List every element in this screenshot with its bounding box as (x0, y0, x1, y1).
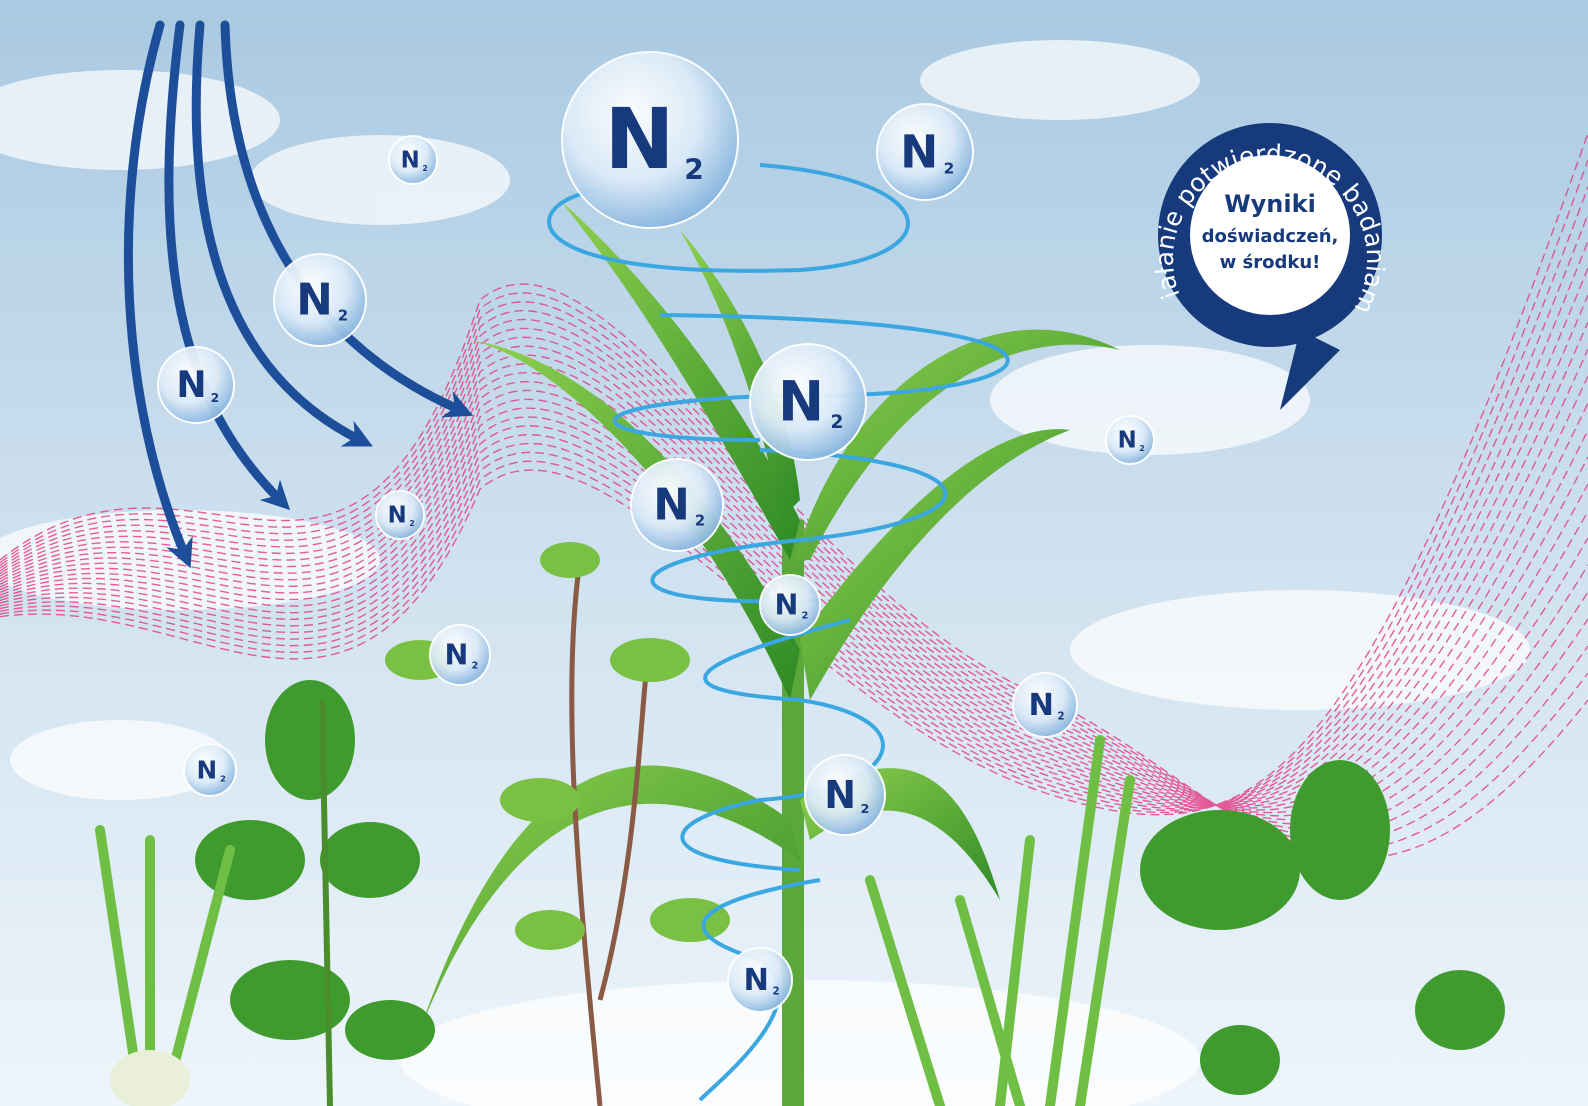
molecule-bubble (157, 346, 235, 424)
molecule-bubble (429, 624, 491, 686)
wave-line (0, 301, 1588, 843)
molecule-symbol: N (388, 503, 407, 529)
molecule-bubble (804, 754, 886, 836)
wave-line (0, 132, 1588, 816)
molecule-symbol: N (401, 148, 420, 174)
molecule-bubble (749, 343, 867, 461)
molecule-index: 2 (409, 519, 414, 528)
molecule-index: 2 (802, 611, 809, 622)
arrows (123, 20, 474, 569)
molecule-bubble (727, 947, 793, 1013)
wave-line (0, 348, 1588, 806)
molecule-index: 2 (684, 154, 704, 187)
molecule-symbol: N (1028, 688, 1053, 723)
molecule-symbol: N (900, 125, 938, 178)
molecule-index: 2 (338, 308, 348, 325)
molecules: N 2 N 2N 2N 2N 2 N 2N 2N 2N 2N 2N 2N 2N 2 N 2N 2 (157, 51, 1155, 1013)
molecule-symbol: N (1118, 428, 1137, 454)
molecule-bubble (561, 51, 739, 229)
badge-line: w środku! (1220, 252, 1321, 273)
molecule-symbol: N (604, 90, 674, 188)
wave-line (0, 294, 1588, 807)
molecule-symbol: N (444, 639, 468, 672)
molecule-index: 2 (472, 661, 479, 672)
molecule-bubble (183, 743, 237, 797)
badge-tail (1280, 330, 1340, 410)
molecule-bubble (759, 574, 821, 636)
molecule-symbol: N (774, 589, 798, 622)
molecule-index: 2 (695, 513, 705, 530)
molecule-index: 2 (831, 412, 844, 433)
molecule-bubble (1105, 415, 1155, 465)
molecule-bubble (876, 103, 974, 201)
molecule-symbol: N (743, 963, 768, 998)
molecule-bubble (388, 135, 438, 185)
plants (95, 200, 1505, 1106)
badge-center (1190, 155, 1350, 315)
molecule-index: 2 (220, 774, 226, 784)
molecule-index: 2 (944, 160, 955, 178)
molecule-symbol: N (197, 755, 218, 784)
molecule-index: 2 (861, 802, 870, 817)
molecule-symbol: N (296, 275, 333, 326)
molecule-index: 2 (1057, 710, 1064, 722)
wave-line (0, 159, 1588, 814)
wave-line (0, 381, 1588, 808)
wave-line (0, 336, 1588, 821)
molecule-symbol: N (653, 480, 690, 531)
molecule-bubble (1012, 672, 1078, 738)
molecule-symbol: N (176, 364, 206, 406)
molecule-index: 2 (422, 164, 427, 173)
wave-line (0, 319, 1588, 830)
molecule-bubble (630, 458, 724, 552)
molecule-symbol: N (778, 370, 824, 434)
nitrogen-spiral (547, 163, 1010, 1102)
badge-line: doświadczeń, (1202, 226, 1339, 247)
wave-line (0, 267, 1588, 807)
molecule-index: 2 (1139, 444, 1144, 453)
molecule-bubble (375, 490, 425, 540)
molecule-index: 2 (211, 391, 219, 405)
badge-line: Wyniki (1224, 190, 1316, 218)
molecule-index: 2 (772, 985, 779, 997)
molecule-symbol: N (824, 773, 856, 817)
molecule-bubble (273, 253, 367, 347)
